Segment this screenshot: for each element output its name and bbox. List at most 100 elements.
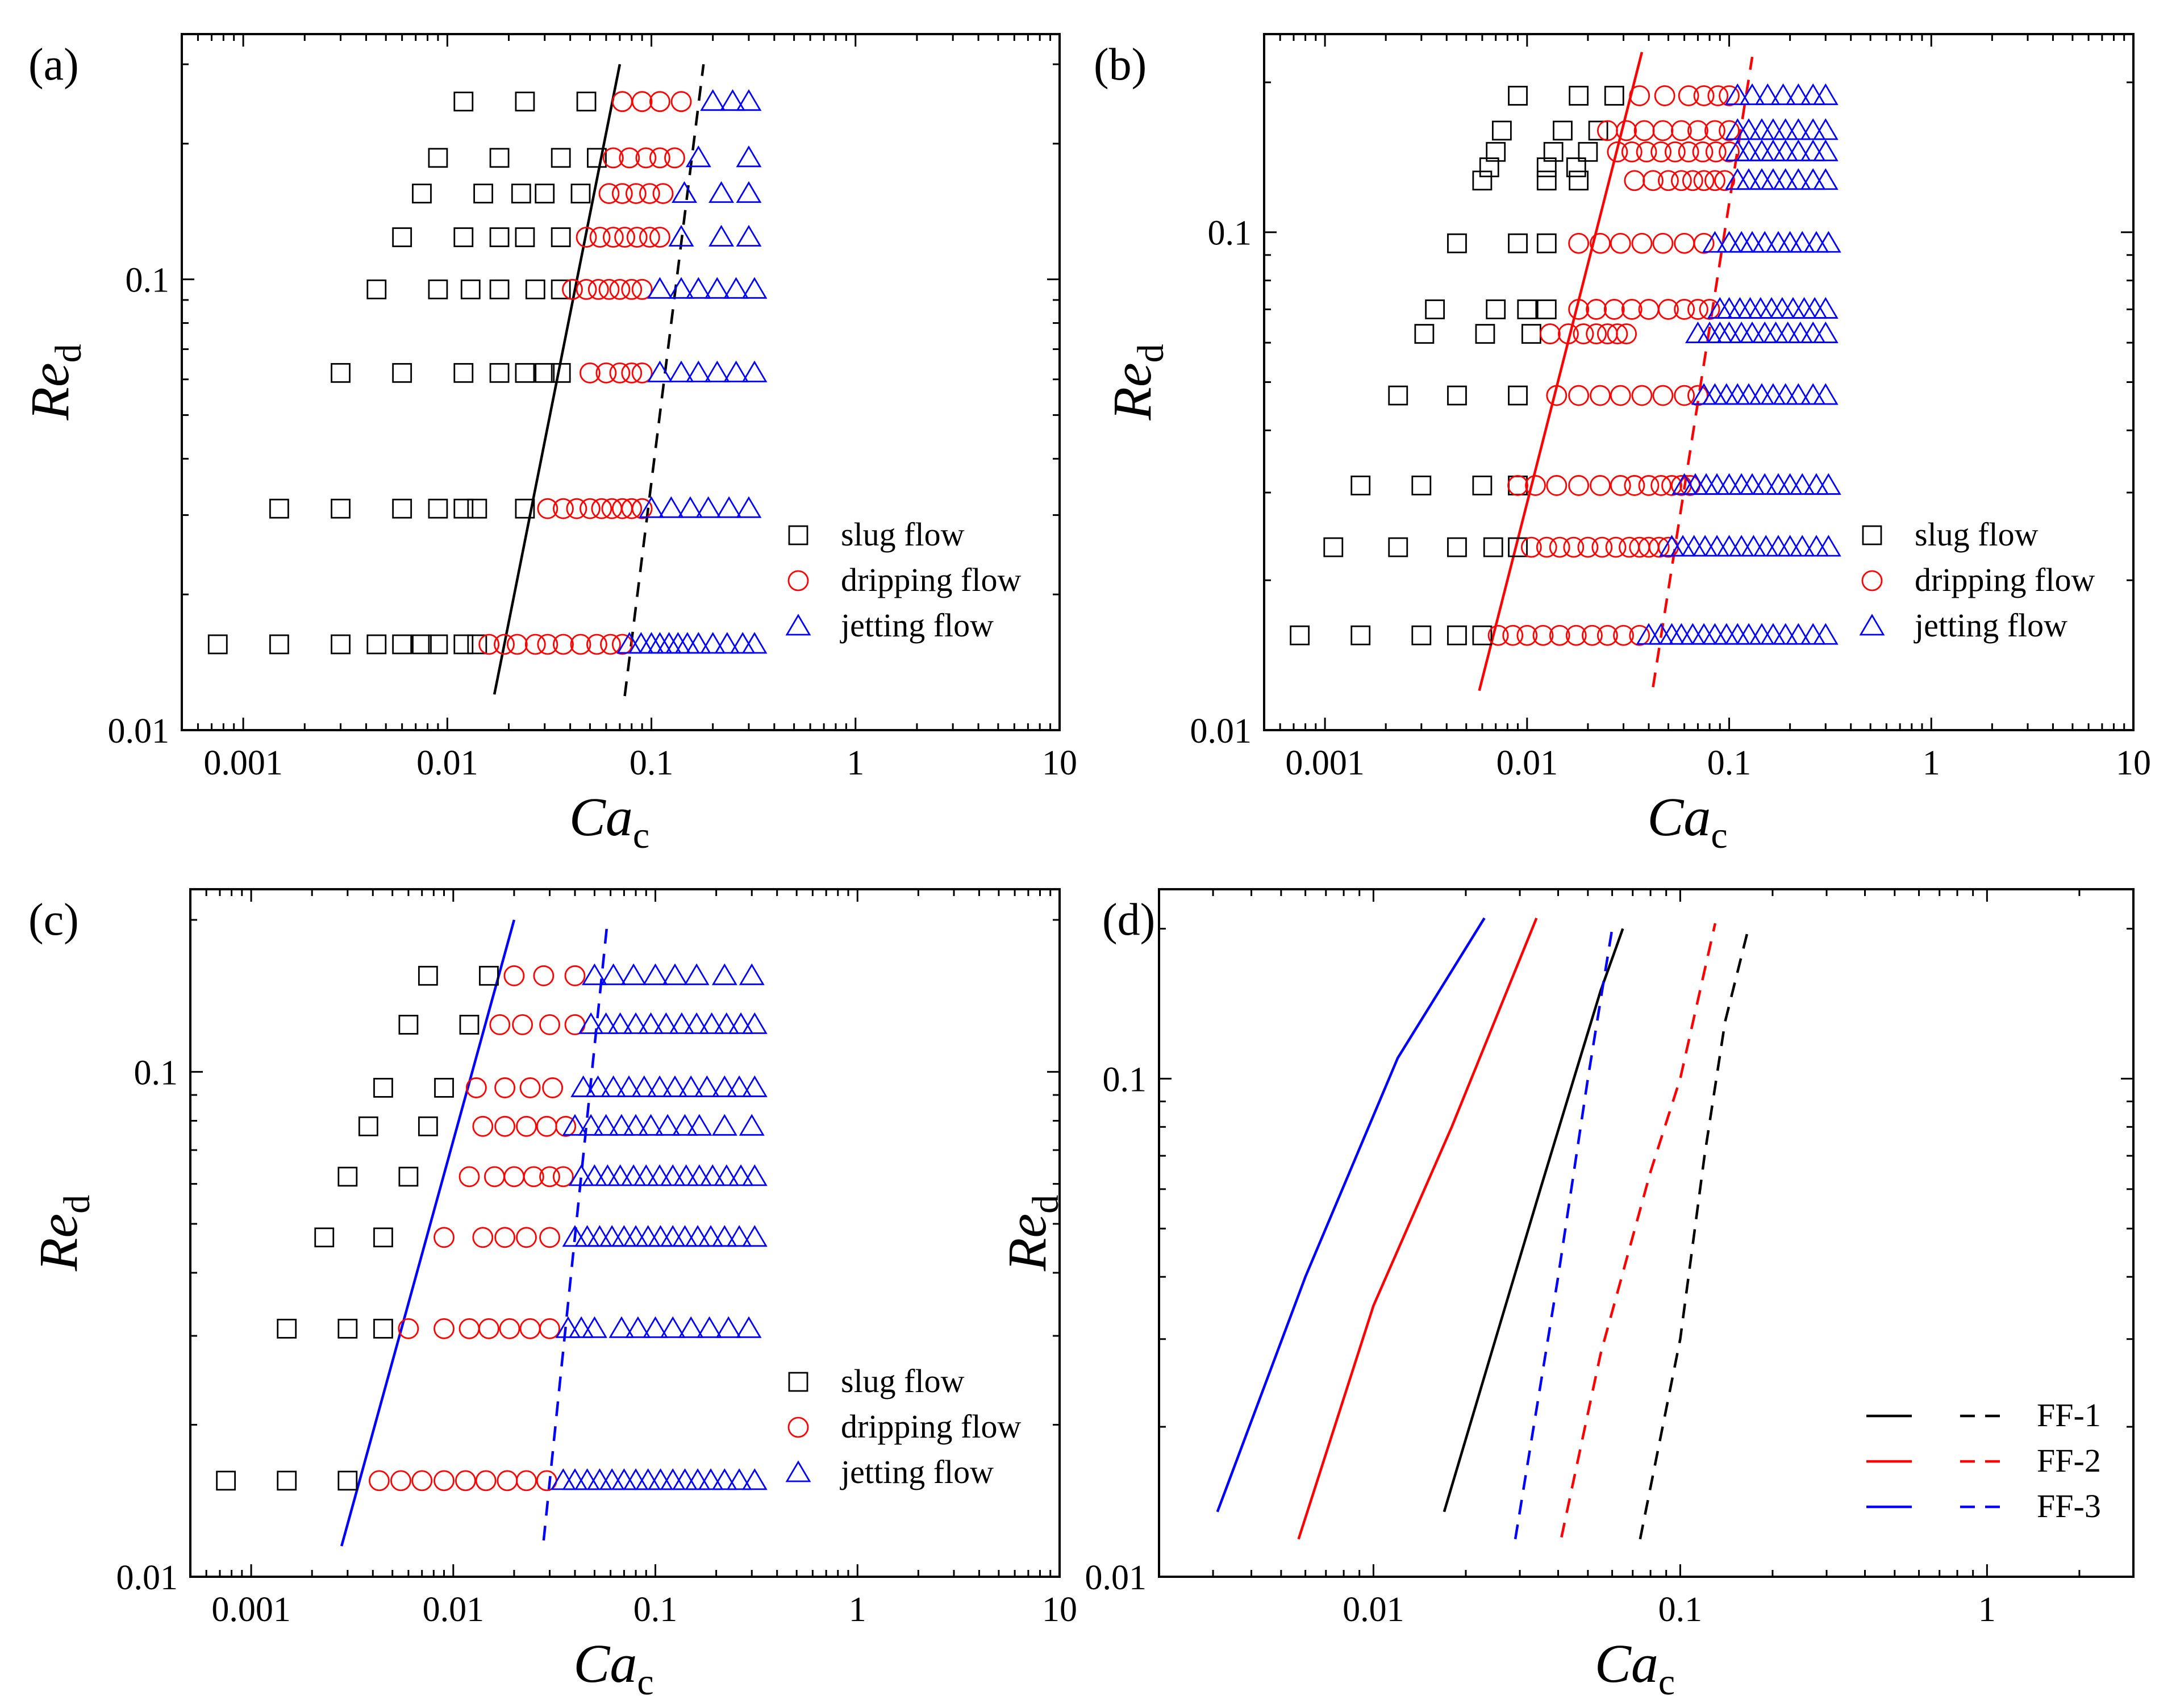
data-point	[1658, 299, 1679, 320]
data-point	[1728, 321, 1754, 343]
data-point	[672, 1114, 698, 1136]
data-point	[660, 1316, 686, 1338]
data-point	[1763, 321, 1789, 343]
data-point	[1773, 383, 1799, 405]
data-point	[1546, 385, 1568, 406]
data-point	[593, 1114, 619, 1136]
data-point	[723, 360, 749, 382]
data-point	[1350, 625, 1371, 645]
data-point	[535, 184, 555, 204]
data-point	[1704, 535, 1730, 557]
data-point	[1760, 168, 1786, 190]
data-point	[580, 362, 601, 384]
data-point	[728, 1164, 754, 1186]
data-point	[1549, 624, 1570, 646]
data-point	[1603, 299, 1625, 320]
data-point	[685, 145, 711, 168]
data-point	[631, 498, 653, 519]
data-point	[337, 1318, 358, 1339]
data-point	[524, 634, 546, 655]
dashed-boundary-line	[1560, 923, 1717, 1538]
data-point	[453, 227, 474, 247]
data-point	[489, 1014, 511, 1035]
legend-label: jetting flow	[840, 1453, 994, 1490]
data-point	[609, 362, 631, 384]
legend: FF-1 FF-2 FF-3	[1866, 1397, 2101, 1524]
data-point	[1558, 323, 1579, 344]
data-point	[639, 227, 660, 248]
data-point	[1800, 623, 1826, 645]
data-point	[591, 498, 612, 519]
data-point	[1815, 473, 1841, 495]
data-point	[331, 498, 351, 519]
legend-marker	[1861, 570, 1883, 591]
data-point	[585, 1075, 611, 1097]
y-tick-label: 0.1	[1208, 214, 1252, 253]
data-point	[1472, 476, 1493, 495]
data-point	[1753, 535, 1779, 557]
data-point	[1800, 321, 1826, 343]
data-point	[1508, 537, 1528, 557]
data-point	[1736, 383, 1762, 405]
data-point	[1568, 475, 1590, 496]
data-point	[1687, 299, 1708, 320]
x-tick-label: 0.001	[1285, 744, 1365, 782]
data-point	[643, 1316, 668, 1338]
data-point	[1508, 86, 1528, 106]
data-point	[620, 1164, 647, 1186]
y-tick-label: 0.1	[134, 1053, 178, 1092]
series-dripping-flow	[1487, 85, 1740, 646]
data-point	[599, 1225, 625, 1247]
data-point	[1591, 536, 1613, 558]
data-point	[1728, 231, 1754, 253]
data-point	[494, 634, 515, 655]
data-point	[455, 1470, 476, 1492]
series-jetting-flow	[550, 963, 768, 1490]
data-point	[1654, 85, 1675, 106]
data-point	[726, 1468, 752, 1490]
data-point	[1736, 168, 1762, 190]
series-FF-1	[1443, 928, 1749, 1540]
data-point	[515, 498, 535, 519]
data-point	[519, 1318, 541, 1339]
data-point	[1678, 141, 1699, 163]
data-point	[741, 1225, 768, 1247]
data-point	[398, 1167, 419, 1187]
data-point	[1616, 323, 1637, 344]
data-point	[516, 1115, 537, 1137]
data-point	[635, 1468, 661, 1490]
data-point	[269, 498, 289, 519]
x-tick-label: 0.1	[630, 744, 674, 782]
data-point	[714, 1164, 740, 1186]
data-point	[366, 279, 387, 299]
data-point	[539, 1166, 560, 1188]
data-point	[453, 498, 474, 519]
data-point	[515, 91, 535, 112]
data-point	[516, 1227, 537, 1248]
data-point	[660, 1164, 686, 1186]
data-point	[1472, 625, 1493, 645]
data-point	[1812, 297, 1839, 319]
plot-area	[216, 919, 768, 1547]
legend-marker	[787, 570, 809, 591]
data-point	[473, 184, 494, 204]
data-point	[552, 1166, 574, 1188]
data-point	[711, 1075, 737, 1097]
data-point	[216, 1470, 236, 1491]
data-point	[668, 224, 694, 247]
data-point	[660, 1468, 686, 1490]
data-point	[1566, 157, 1586, 177]
data-point	[506, 634, 528, 655]
x-tick-label: 1	[1923, 744, 1940, 782]
data-point	[1539, 323, 1561, 344]
legend-label: dripping flow	[841, 561, 1021, 598]
data-point	[672, 181, 697, 203]
data-point	[611, 1468, 637, 1490]
x-axis-label: Cac	[1647, 786, 1727, 856]
data-point	[1664, 141, 1686, 163]
y-axis-label: Red	[28, 1195, 98, 1272]
data-point	[1705, 141, 1727, 163]
data-point	[649, 91, 670, 113]
data-point	[1650, 141, 1671, 163]
data-point	[1652, 120, 1674, 141]
